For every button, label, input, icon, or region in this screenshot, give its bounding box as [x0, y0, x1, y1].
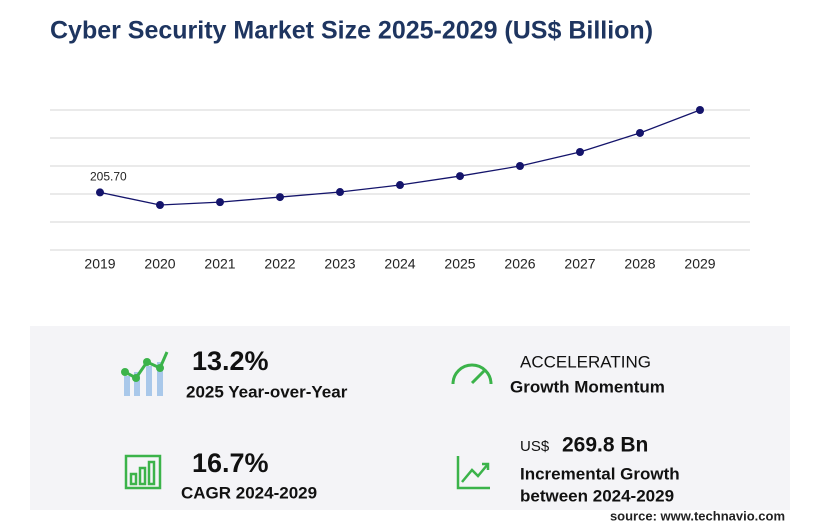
- x-tick-label: 2022: [264, 256, 295, 272]
- x-tick-label: 2023: [324, 256, 355, 272]
- marker: [336, 188, 344, 197]
- marker: [276, 193, 284, 202]
- kpi-value: 13.2%: [192, 346, 269, 376]
- icon-cagr: [124, 454, 162, 490]
- marker: [576, 148, 584, 156]
- kpi-label: 2025 Year-over-Year: [186, 382, 348, 401]
- kpi-prefix: US$: [520, 438, 550, 455]
- chart-title: Cyber Security Market Size 2025-2029 (US…: [50, 17, 653, 45]
- plot: 2019 2020 2021 2022 2023 2024 2025 2026 2027 2028…: [50, 106, 750, 272]
- x-tick-label: 2024: [384, 256, 415, 272]
- kpi-label: CAGR 2024-2029: [181, 483, 317, 502]
- kpi-label: Growth Momentum: [510, 377, 665, 396]
- marker: [216, 198, 224, 207]
- x-tick-label: 2021: [204, 256, 235, 272]
- kpi-label: between 2024-2029: [520, 486, 674, 505]
- source: source: www.technavio.com: [610, 508, 785, 523]
- marker: [396, 181, 404, 190]
- value-label: 205.70: [90, 170, 127, 184]
- x-tick-label: 2025: [444, 256, 475, 272]
- kpi-label: Incremental Growth: [520, 464, 680, 483]
- marker: [516, 162, 524, 170]
- kpi-panel: [30, 326, 790, 510]
- x-tick-label: 2026: [504, 256, 535, 272]
- icon-gauge: [451, 363, 493, 385]
- x-tick-label: 2029: [684, 256, 715, 272]
- kpi-value: 16.7%: [192, 448, 269, 478]
- x-tick-label: 2028: [624, 256, 655, 272]
- marker: [156, 201, 164, 210]
- line: [99, 109, 701, 206]
- x-tick-label: 2019: [84, 256, 115, 272]
- x-tick-label: 2027: [564, 256, 595, 272]
- kpi-value: 269.8 Bn: [562, 434, 648, 457]
- marker: [696, 106, 704, 114]
- marker: [636, 128, 644, 137]
- x-tick-label: 2020: [144, 256, 175, 272]
- marker: [96, 188, 104, 197]
- marker: [456, 172, 464, 181]
- icon-yoy: [121, 351, 169, 396]
- kpi-value: ACCELERATING: [520, 352, 651, 371]
- icon-growth: [456, 456, 490, 490]
